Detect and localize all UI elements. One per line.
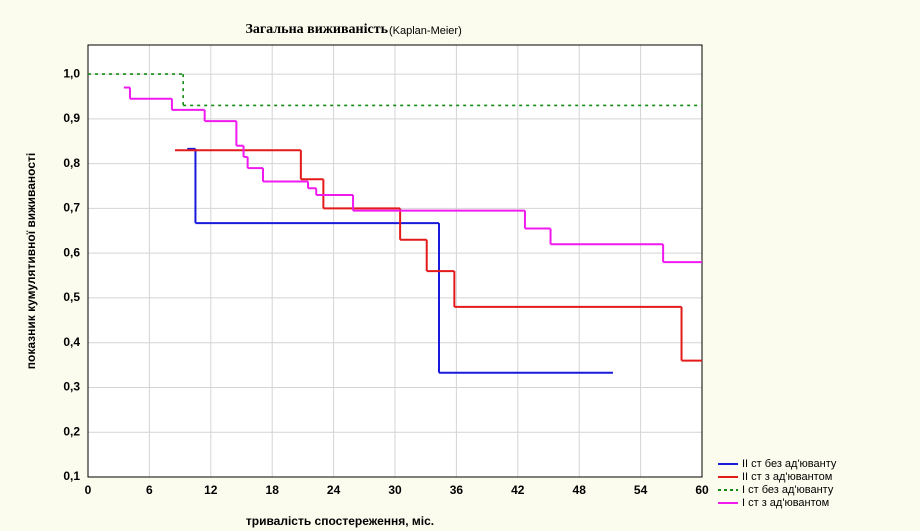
x-tick-label: 0 (85, 483, 92, 497)
y-tick-label: 0,6 (63, 245, 80, 259)
y-tick-label: 1,0 (63, 66, 80, 80)
x-tick-label: 42 (511, 483, 525, 497)
x-tick-label: 48 (573, 483, 587, 497)
y-tick-label: 0,9 (63, 111, 80, 125)
chart-subtitle: (Kaplan-Meier) (389, 25, 462, 37)
legend-label: I ст без ад'юванту (742, 484, 834, 496)
x-tick-label: 6 (146, 483, 153, 497)
y-tick-label: 0,8 (63, 156, 80, 170)
y-tick-label: 0,5 (63, 290, 80, 304)
x-tick-label: 12 (204, 483, 218, 497)
legend-label: II ст без ад'юванту (742, 458, 837, 470)
y-tick-label: 0,1 (63, 469, 80, 483)
x-tick-label: 18 (266, 483, 280, 497)
x-axis-label: тривалість спостереження, міс. (246, 514, 434, 528)
x-tick-label: 36 (450, 483, 464, 497)
chart-title: Загальна виживаність (245, 22, 388, 37)
x-tick-label: 60 (695, 483, 709, 497)
y-tick-label: 0,4 (63, 335, 80, 349)
x-tick-label: 24 (327, 483, 341, 497)
x-tick-label: 54 (634, 483, 648, 497)
y-tick-label: 0,3 (63, 380, 80, 394)
plot-frame (87, 44, 703, 478)
y-tick-label: 0,7 (63, 201, 80, 215)
y-axis-label: показник кумулятивної виживаності (24, 153, 38, 369)
y-tick-label: 0,2 (63, 424, 80, 438)
legend-label: I ст з ад'ювантом (742, 497, 829, 509)
legend-label: II ст з ад'ювантом (742, 471, 832, 483)
x-tick-label: 30 (388, 483, 402, 497)
